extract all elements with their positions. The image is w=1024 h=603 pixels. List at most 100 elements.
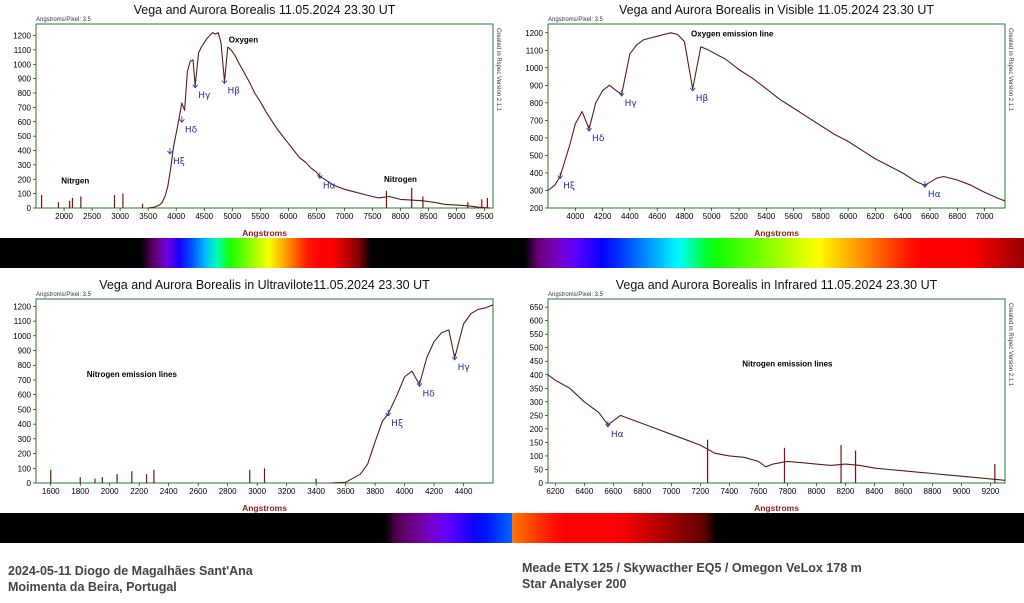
- absorption-label: Hδ: [185, 125, 198, 135]
- absorption-arrow: [689, 87, 696, 92]
- absorption-arrow: [167, 150, 173, 155]
- x-tick-label: 7000: [336, 212, 354, 221]
- x-tick-label: 6000: [279, 212, 297, 221]
- x-tick-label: 3600: [337, 487, 355, 496]
- absorption-arrow: [221, 80, 228, 85]
- absorption-arrow: [586, 127, 592, 132]
- y-tick-label: 1100: [526, 46, 544, 55]
- x-tick-label: 6800: [948, 212, 966, 221]
- y-tick-label: 800: [18, 361, 32, 370]
- x-tick-label: 8800: [924, 487, 942, 496]
- y-tick-label: 1100: [14, 317, 32, 326]
- x-tick-label: 6200: [867, 212, 885, 221]
- x-tick-label: 3500: [139, 212, 157, 221]
- y-axis-caption: Angstroms/Pixel: 3.5: [548, 17, 604, 23]
- x-tick-label: 5600: [785, 212, 803, 221]
- x-tick-label: 5400: [757, 212, 775, 221]
- y-tick-label: 600: [530, 134, 544, 143]
- x-tick-label: 9000: [953, 487, 971, 496]
- x-tick-label: 2400: [160, 487, 178, 496]
- y-tick-label: 100: [18, 190, 32, 199]
- footer-left: 2024-05-11 Diogo de Magalhães Sant'Ana M…: [8, 563, 253, 595]
- chart-panel-infrared: Vega and Aurora Borealis in Infrared 11.…: [512, 275, 1024, 550]
- absorption-arrow: [557, 175, 563, 180]
- absorption-label: Hα: [323, 181, 336, 191]
- x-tick-label: 4200: [594, 212, 612, 221]
- y-tick-label: 350: [530, 384, 544, 393]
- x-tick-label: 8200: [837, 487, 855, 496]
- footer-right: Meade ETX 125 / Skywacther EQ5 / Omegon …: [522, 560, 862, 592]
- x-tick-label: 6200: [546, 487, 564, 496]
- y-tick-label: 900: [530, 81, 544, 90]
- absorption-label: Hγ: [198, 91, 211, 101]
- emission-label: Nitrogen emission lines: [742, 360, 833, 369]
- chart-panel-visible: Vega and Aurora Borealis in Visible 11.0…: [512, 0, 1024, 275]
- emission-label: Oxygen: [229, 36, 258, 45]
- x-tick-label: 2000: [101, 487, 119, 496]
- y-tick-label: 700: [18, 103, 32, 112]
- y-tick-label: 0: [27, 204, 32, 213]
- x-tick-label: 4400: [455, 487, 473, 496]
- x-tick-label: 8000: [392, 212, 410, 221]
- y-tick-label: 700: [18, 376, 32, 385]
- absorption-label: Hβ: [227, 87, 240, 97]
- x-tick-label: 8400: [866, 487, 884, 496]
- x-tick-label: 8500: [420, 212, 438, 221]
- x-tick-label: 4400: [621, 212, 639, 221]
- absorption-arrow: [922, 183, 928, 188]
- plot-frame: [547, 23, 1006, 209]
- y-tick-label: 200: [530, 425, 544, 434]
- footer-location: Moimenta da Beira, Portugal: [8, 580, 177, 594]
- absorption-arrow: [179, 119, 185, 123]
- x-tick-label: 6500: [307, 212, 325, 221]
- emission-label: Nitrgen: [61, 177, 89, 186]
- x-tick-label: 2500: [83, 212, 101, 221]
- y-tick-label: 200: [530, 204, 544, 213]
- spectrum-strip: [512, 513, 1024, 543]
- x-tick-label: 7500: [364, 212, 382, 221]
- y-tick-label: 300: [530, 186, 544, 195]
- y-tick-label: 200: [18, 450, 32, 459]
- emission-label: Nitrogen emission lines: [87, 370, 178, 379]
- absorption-label: Hγ: [625, 99, 638, 109]
- y-tick-label: 500: [530, 151, 544, 160]
- chart-panel-full: Vega and Aurora Borealis 11.05.2024 23.3…: [0, 0, 512, 275]
- y-axis-caption: Angstroms/Pixel: 3.5: [36, 292, 92, 298]
- absorption-label: Hα: [928, 190, 941, 200]
- y-tick-label: 600: [18, 391, 32, 400]
- x-tick-label: 7400: [720, 487, 738, 496]
- x-tick-label: 6600: [604, 487, 622, 496]
- x-tick-label: 9000: [448, 212, 466, 221]
- absorption-label: Hδ: [592, 134, 605, 144]
- plot-frame: [35, 298, 494, 484]
- x-tick-label: 5000: [223, 212, 241, 221]
- spectrum-curve: [547, 32, 1006, 202]
- x-tick-label: 4000: [566, 212, 584, 221]
- y-axis-caption: Angstroms/Pixel: 3.5: [36, 17, 92, 23]
- absorption-label: Hξ: [173, 157, 185, 167]
- chart-visible: Vega and Aurora Borealis in Visible 11.0…: [512, 3, 1024, 268]
- x-tick-label: 3000: [248, 487, 266, 496]
- x-tick-label: 3800: [366, 487, 384, 496]
- chart-title: Vega and Aurora Borealis in Infrared 11.…: [616, 278, 938, 292]
- y-tick-label: 1200: [525, 29, 543, 38]
- x-tick-label: 2800: [219, 487, 237, 496]
- software-label: Created in Rspec Version 2.1.1: [1007, 28, 1013, 112]
- x-tick-label: 1800: [71, 487, 89, 496]
- y-tick-label: 400: [18, 420, 32, 429]
- x-tick-label: 2600: [189, 487, 207, 496]
- y-tick-label: 300: [530, 398, 544, 407]
- x-axis-label: Angstroms: [754, 228, 799, 238]
- y-tick-label: 100: [530, 452, 544, 461]
- x-tick-label: 6000: [839, 212, 857, 221]
- absorption-label: Hγ: [458, 363, 471, 373]
- x-tick-label: 3400: [307, 487, 325, 496]
- absorption-label: Hξ: [563, 181, 575, 191]
- y-tick-label: 600: [18, 118, 32, 127]
- absorption-arrow: [317, 175, 323, 179]
- x-axis-label: Angstroms: [242, 503, 287, 513]
- x-tick-label: 2200: [130, 487, 148, 496]
- y-tick-label: 1000: [13, 332, 31, 341]
- software-label: Created in Rspec Version 2.1.1: [1007, 303, 1013, 387]
- footer-grating: Star Analyser 200: [522, 577, 627, 591]
